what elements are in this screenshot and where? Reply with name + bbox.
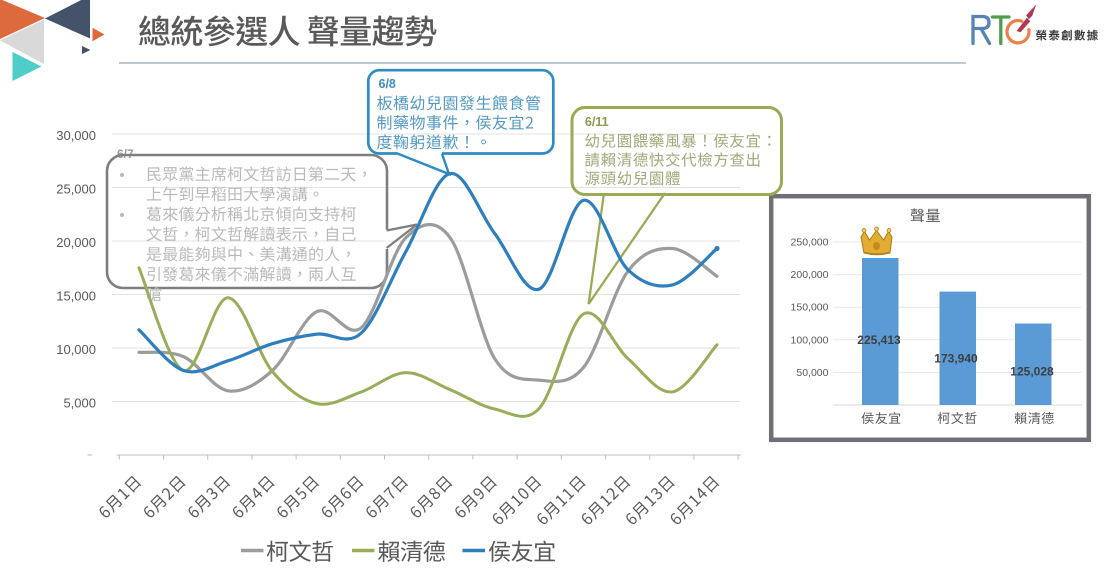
svg-text:20,000: 20,000 <box>56 235 96 250</box>
svg-text:15,000: 15,000 <box>56 289 96 304</box>
svg-text:50,000: 50,000 <box>796 367 828 379</box>
svg-text:10,000: 10,000 <box>56 342 96 357</box>
svg-text:6/8: 6/8 <box>379 77 396 91</box>
svg-text:30,000: 30,000 <box>56 128 96 143</box>
svg-text:200,000: 200,000 <box>791 269 829 281</box>
svg-text:225,413: 225,413 <box>857 333 901 347</box>
svg-text:6/11: 6/11 <box>585 115 609 129</box>
svg-text:125,028: 125,028 <box>1010 365 1054 379</box>
svg-text:100,000: 100,000 <box>791 334 829 346</box>
svg-text:250,000: 250,000 <box>791 237 829 249</box>
svg-text:150,000: 150,000 <box>791 302 829 314</box>
svg-text:25,000: 25,000 <box>56 182 96 197</box>
svg-text:173,940: 173,940 <box>934 352 978 366</box>
svg-text:5,000: 5,000 <box>63 396 96 411</box>
